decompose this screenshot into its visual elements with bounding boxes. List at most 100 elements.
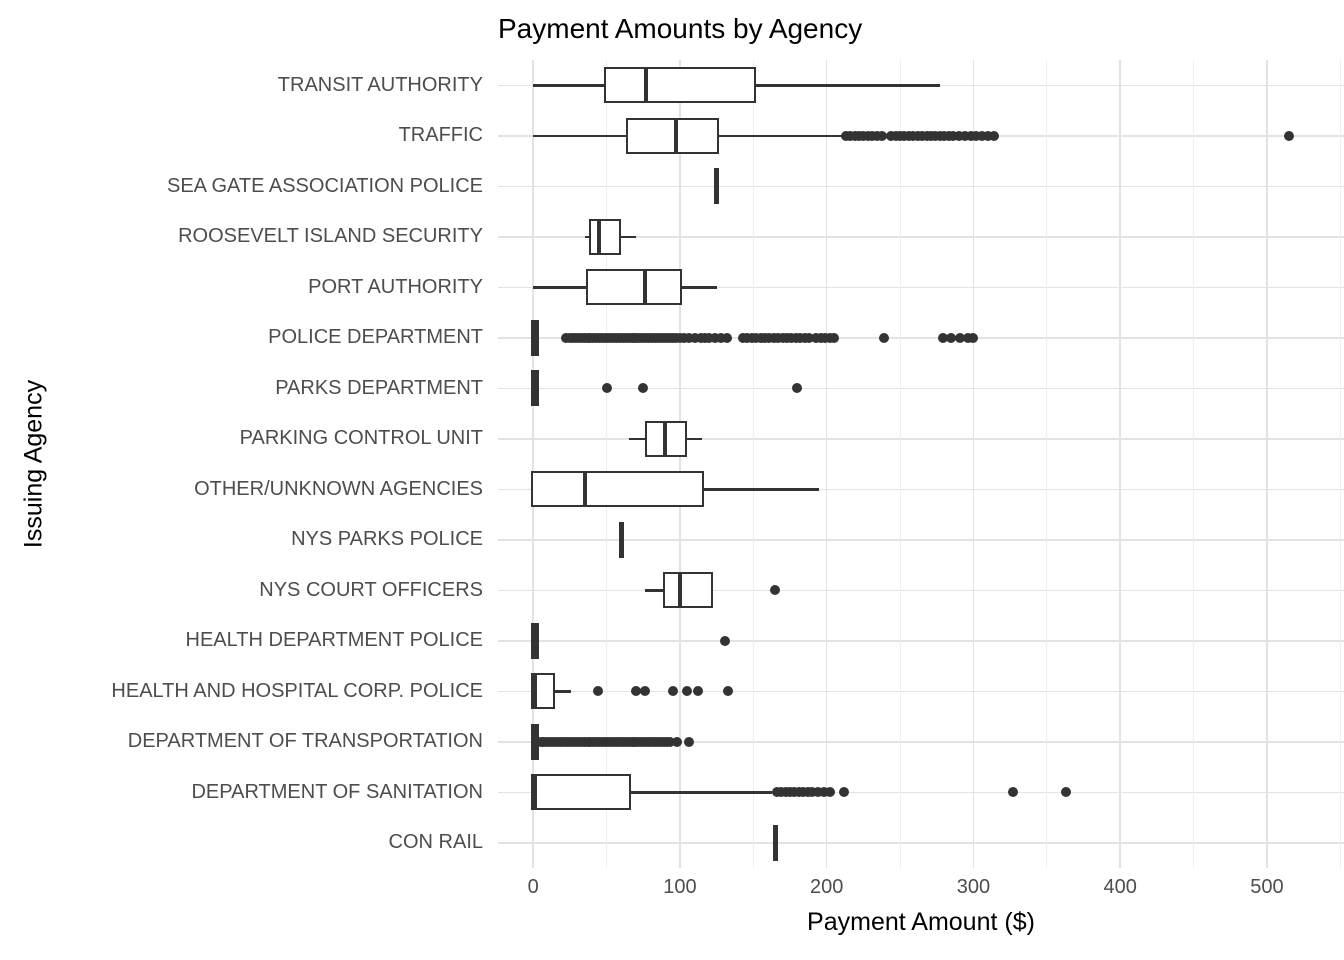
outlier-point [1008, 787, 1019, 798]
x-axis-tick-label: 200 [810, 876, 844, 898]
boxplot-box [662, 572, 714, 609]
gridline [825, 60, 828, 868]
outlier-point [807, 787, 818, 798]
outlier-point [804, 332, 815, 343]
boxplot-median [663, 420, 668, 457]
outlier-point [955, 332, 966, 343]
gridline [498, 589, 1344, 591]
y-axis-label: DEPARTMENT OF SANITATION [191, 780, 483, 803]
gridline [498, 185, 1344, 187]
gridline [752, 60, 754, 868]
outlier-point [720, 635, 731, 646]
boxplot-median [582, 471, 587, 508]
gridline [498, 337, 1344, 339]
y-axis-label: POLICE DEPARTMENT [268, 326, 483, 349]
boxplot-median [532, 723, 537, 760]
outlier-point [592, 686, 603, 697]
outlier-point [638, 383, 649, 394]
y-axis-label: PORT AUTHORITY [308, 275, 483, 298]
outlier-point [953, 130, 964, 141]
outlier-point [946, 332, 957, 343]
boxplot-median [532, 673, 537, 710]
boxplot-median [673, 117, 678, 154]
gridline [899, 60, 901, 868]
gridline [498, 741, 1344, 743]
y-axis-label: NYS COURT OFFICERS [259, 578, 483, 601]
gridline [498, 640, 1344, 642]
y-axis-label: HEALTH AND HOSPITAL CORP. POLICE [111, 679, 483, 702]
outlier-point [977, 130, 988, 141]
gridline [498, 286, 1344, 288]
boxplot-box [604, 67, 756, 104]
x-axis-tick-labels: 0 100 200 300 400 500 [498, 876, 1344, 902]
gridline [1266, 60, 1268, 868]
outlier-point [824, 787, 835, 798]
outlier-point [723, 686, 734, 697]
outlier-point [721, 332, 732, 343]
outlier-point [667, 686, 678, 697]
outlier-point [630, 686, 641, 697]
outlier-point [672, 736, 683, 747]
outlier-point [947, 130, 958, 141]
y-axis-label: PARKS DEPARTMENT [275, 376, 483, 399]
outlier-point [1060, 787, 1071, 798]
outlier-point [962, 332, 973, 343]
outlier-point [812, 787, 823, 798]
y-axis-label: TRANSIT AUTHORITY [277, 73, 483, 96]
boxplot-box [530, 774, 632, 811]
gridline [498, 488, 1344, 490]
y-axis-label: TRAFFIC [398, 124, 483, 147]
gridline [498, 438, 1344, 440]
outlier-point [959, 130, 970, 141]
outlier-point [716, 332, 727, 343]
plot-panel [498, 60, 1344, 868]
boxplot-box [626, 117, 720, 154]
gridline [498, 690, 1344, 692]
gridline [498, 387, 1344, 389]
x-axis-tick-label: 400 [1103, 876, 1137, 898]
x-axis-tick-label: 0 [527, 876, 539, 898]
outlier-point [965, 130, 976, 141]
boxplot-median [619, 521, 624, 558]
gridline [1046, 60, 1048, 868]
y-axis-label: SEA GATE ASSOCIATION POLICE [166, 174, 483, 197]
boxplot-median [532, 319, 537, 356]
gridline [1339, 60, 1341, 868]
outlier-point [682, 686, 693, 697]
outlier-point [937, 332, 948, 343]
outlier-point [770, 585, 781, 596]
gridline [1193, 60, 1195, 868]
outlier-point [829, 332, 840, 343]
gridline [498, 236, 1344, 238]
boxplot-median [597, 218, 602, 255]
outlier-point [683, 736, 694, 747]
gridline [679, 60, 681, 868]
y-axis-label: OTHER/UNKNOWN AGENCIES [194, 477, 483, 500]
gridline [972, 60, 975, 868]
y-axis-label: PARKING CONTROL UNIT [239, 427, 483, 450]
outlier-point [689, 332, 700, 343]
outlier-point [877, 130, 888, 141]
boxplot-median [532, 622, 537, 659]
boxplot-median [532, 370, 537, 407]
boxplot-box [586, 269, 683, 306]
x-axis-title: Payment Amount ($) [807, 908, 1035, 936]
chart-title: Payment Amounts by Agency [498, 13, 863, 44]
boxplot-median [677, 572, 682, 609]
outlier-point [639, 686, 650, 697]
outlier-point [683, 332, 694, 343]
y-axis-label: NYS PARKS POLICE [291, 528, 483, 551]
outlier-point [878, 332, 889, 343]
outlier-point [839, 787, 850, 798]
gridline [532, 60, 534, 868]
gridline [1119, 60, 1121, 868]
boxplot-box [530, 471, 705, 508]
outlier-point [989, 130, 999, 141]
x-axis-tick-label: 500 [1250, 876, 1284, 898]
outlier-point [983, 130, 994, 141]
outlier-point [968, 332, 979, 343]
boxplot-median [642, 269, 647, 306]
outlier-point [818, 787, 829, 798]
outlier-point [971, 130, 982, 141]
boxplot-median [773, 824, 778, 861]
